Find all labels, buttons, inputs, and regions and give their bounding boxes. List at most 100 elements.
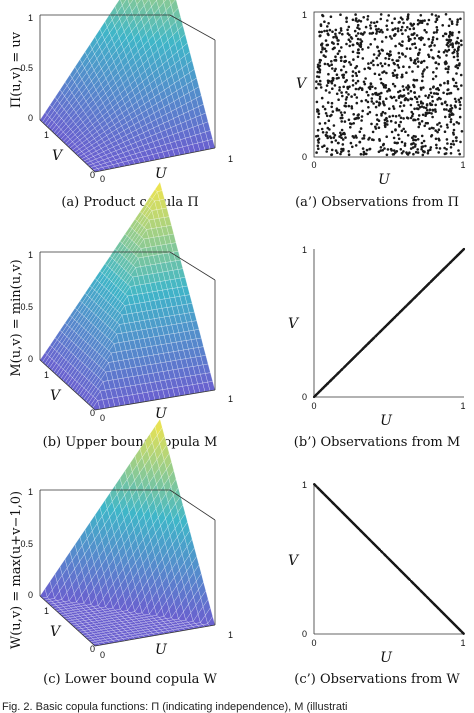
- scatter-point-a-920: [407, 39, 411, 43]
- scatter-point-a-565: [329, 114, 332, 118]
- scatter-point-a-26: [416, 117, 420, 121]
- scatter-point-c-958: [316, 486, 319, 489]
- scatter-point-a-205: [367, 62, 370, 65]
- scatter-point-c-968: [401, 571, 404, 574]
- scatter-point-a-103: [450, 22, 454, 26]
- scatter-point-a-803: [409, 58, 413, 62]
- scatter-point-a-15: [434, 129, 438, 132]
- scatter-point-a-797: [357, 113, 360, 116]
- scatter-point-a-8: [345, 42, 348, 46]
- scatter-point-a-450: [456, 18, 460, 22]
- panel-a-product-surface: 1 0.5 0 1 0 0 1 V U Π(u,v) = uv (a) Prod…: [9, 0, 233, 210]
- scatter-point-a-549: [432, 31, 436, 34]
- scatter-point-a-846: [455, 139, 458, 143]
- scatter-point-a-380: [388, 35, 392, 38]
- scatter-point-a-566: [455, 121, 459, 124]
- scatter-point-a-547: [443, 146, 446, 150]
- scatter-point-a-453: [429, 146, 433, 149]
- scatter-point-a-845: [456, 36, 460, 40]
- scatter-point-a-133: [384, 84, 388, 87]
- v-axis-label: V: [50, 624, 62, 640]
- scatter-point-a-524: [378, 97, 382, 101]
- scatter-point-c-982: [389, 559, 392, 562]
- y-tick-1: 1: [302, 480, 307, 490]
- scatter-point-c-941: [439, 609, 442, 612]
- scatter-point-b-980: [434, 276, 437, 279]
- z-tick-0.5: 0.5: [20, 302, 33, 312]
- scatter-point-a-705: [459, 73, 463, 77]
- panel-a-prime-scatter: 1 0 0 1 V U (a’) Observations from Π: [295, 10, 465, 210]
- z-tick-0.5: 0.5: [20, 63, 33, 73]
- scatter-point-a-812: [340, 68, 343, 72]
- scatter-point-a-180: [400, 73, 404, 77]
- scatter-point-b-990: [425, 284, 428, 287]
- scatter-point-a-664: [328, 64, 331, 68]
- scatter-point-a-717: [433, 44, 436, 47]
- scatter-point-a-770: [334, 35, 338, 38]
- scatter-point-a-71: [350, 107, 354, 110]
- scatter-point-a-704: [446, 126, 449, 129]
- u-axis-label: U: [155, 166, 168, 182]
- z-axis-label: Π(u,v) = uv: [9, 31, 24, 108]
- scatter-point-c-934: [373, 543, 377, 547]
- scatter-point-a-253: [362, 15, 366, 19]
- scatter-point-c-993: [353, 523, 356, 526]
- scatter-point-a-328: [437, 137, 441, 141]
- scatter-point-a-348: [414, 46, 418, 49]
- scatter-point-a-272: [444, 67, 448, 70]
- scatter-point-a-572: [351, 18, 355, 22]
- scatter-point-a-839: [421, 36, 424, 40]
- scatter-point-a-703: [350, 122, 353, 126]
- y-tick-0: 0: [302, 392, 307, 402]
- scatter-point-a-264: [438, 121, 441, 125]
- scatter-point-b-979: [364, 345, 367, 348]
- scatter-point-a-513: [448, 92, 451, 95]
- scatter-point-a-295: [382, 85, 386, 89]
- scatter-point-a-460: [445, 108, 448, 111]
- scatter-point-a-409: [383, 147, 386, 150]
- scatter-point-a-135: [406, 26, 409, 29]
- scatter-point-a-31: [412, 152, 415, 156]
- scatter-point-a-502: [362, 80, 366, 84]
- scatter-point-a-633: [374, 91, 378, 95]
- scatter-point-a-298: [454, 136, 458, 139]
- plot-frame: [313, 11, 465, 158]
- scatter-point-a-750: [340, 46, 343, 49]
- scatter-point-b-898: [443, 267, 446, 270]
- scatter-point-a-862: [380, 28, 383, 32]
- scatter-point-a-548: [402, 88, 406, 92]
- scatter-point-a-764: [360, 40, 364, 43]
- caption-c-prime: (c’) Observations from W: [294, 672, 460, 687]
- scatter-point-c-971: [434, 604, 437, 607]
- scatter-point-a-461: [382, 100, 385, 103]
- scatter-point-a-341: [407, 85, 411, 89]
- scatter-point-c-832: [381, 551, 384, 554]
- scatter-point-a-194: [317, 115, 320, 119]
- scatter-point-a-769: [351, 145, 354, 149]
- scatter-point-a-307: [377, 27, 380, 31]
- scatter-point-a-358: [318, 122, 322, 125]
- scatter-point-a-472: [399, 101, 403, 104]
- scatter-point-a-12: [355, 101, 359, 105]
- v-tick-0: 0: [90, 644, 95, 654]
- scatter-point-a-159: [432, 71, 435, 74]
- scatter-point-a-671: [459, 103, 462, 107]
- scatter-point-a-576: [326, 136, 330, 140]
- scatter-point-a-685: [420, 120, 424, 123]
- scatter-points: [313, 483, 465, 635]
- scatter-point-a-957: [444, 62, 447, 66]
- scatter-point-a-410: [412, 27, 416, 30]
- scatter-point-a-647: [394, 27, 397, 30]
- scatter-point-a-931: [363, 31, 366, 34]
- scatter-point-b-978: [459, 251, 462, 254]
- scatter-point-a-330: [444, 49, 447, 52]
- scatter-point-a-344: [430, 95, 434, 99]
- scatter-point-a-849: [388, 54, 391, 57]
- scatter-point-c-848: [398, 568, 401, 571]
- scatter-point-a-807: [423, 19, 426, 22]
- scatter-point-a-782: [446, 88, 450, 92]
- scatter-point-a-811: [324, 55, 327, 58]
- caption-a-prime: (a’) Observations from Π: [295, 195, 459, 210]
- scatter-point-a-564: [413, 107, 416, 111]
- scatter-point-a-641: [438, 147, 442, 150]
